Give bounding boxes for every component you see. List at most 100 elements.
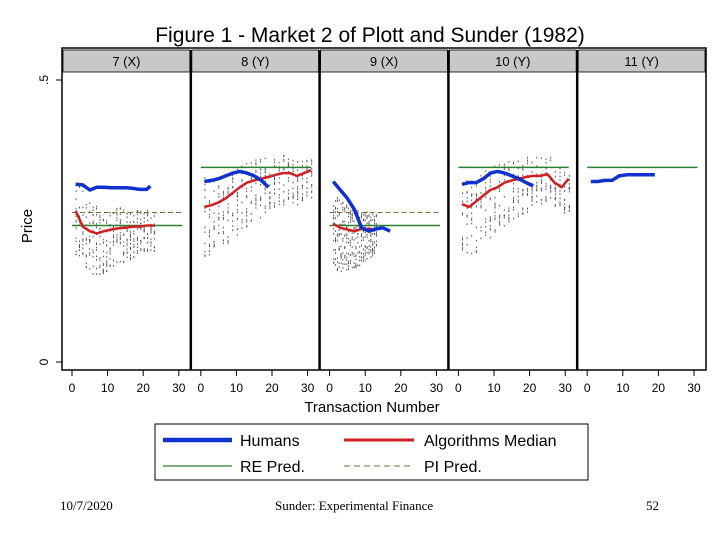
transaction-dot [147, 233, 149, 235]
transaction-dot [143, 227, 145, 229]
transaction-dot [130, 242, 131, 245]
transaction-dot [366, 217, 368, 220]
transaction-dot [89, 239, 91, 242]
transaction-dot [241, 221, 243, 224]
transaction-dot [106, 270, 108, 272]
transaction-dot [513, 208, 514, 211]
transaction-dot [292, 196, 294, 199]
transaction-dot [133, 238, 135, 240]
transaction-dot [232, 214, 234, 217]
transaction-dot [222, 242, 224, 244]
transaction-dot [517, 199, 519, 202]
transaction-dot [113, 235, 114, 237]
transaction-dot [346, 252, 348, 255]
transaction-dot [150, 241, 152, 243]
transaction-dot [311, 159, 313, 161]
transaction-dot [287, 158, 289, 161]
chart-title: Figure 1 - Market 2 of Plott and Sunder … [155, 24, 585, 47]
transaction-dot [264, 169, 266, 171]
transaction-dot [260, 196, 262, 199]
transaction-dot [344, 263, 346, 266]
transaction-dot [143, 230, 145, 233]
transaction-dot [274, 161, 275, 164]
transaction-dot [96, 255, 97, 258]
transaction-dot [333, 205, 335, 207]
transaction-dot [153, 232, 155, 234]
transaction-dot [489, 220, 491, 222]
transaction-dot [527, 159, 528, 162]
transaction-dot [306, 181, 308, 184]
transaction-dot [227, 211, 229, 214]
transaction-dot [204, 207, 206, 209]
transaction-dot [136, 250, 138, 252]
transaction-dot [364, 246, 366, 248]
transaction-dot [123, 241, 125, 243]
x-tick-label: 0 [455, 381, 462, 395]
transaction-dot [564, 174, 566, 177]
transaction-dot [130, 238, 131, 241]
transaction-dot [213, 228, 215, 231]
transaction-dot [102, 268, 104, 271]
transaction-dot [264, 188, 266, 191]
transaction-dot [306, 177, 308, 180]
transaction-dot [75, 237, 77, 239]
transaction-dot [513, 190, 514, 193]
transaction-dot [123, 234, 125, 236]
transaction-dot [287, 189, 289, 192]
transaction-dot [349, 218, 351, 221]
transaction-dot [143, 221, 145, 223]
transaction-dot [355, 247, 357, 250]
transaction-dot [462, 242, 463, 245]
transaction-dot [150, 231, 152, 233]
transaction-dot [466, 243, 468, 246]
legend-box [154, 423, 589, 481]
transaction-dot [531, 198, 533, 200]
transaction-dot [255, 194, 257, 196]
transaction-dot [480, 192, 482, 194]
transaction-dot [96, 213, 97, 216]
transaction-dot [287, 198, 289, 200]
transaction-dot [336, 207, 338, 210]
transaction-dot [494, 203, 496, 206]
transaction-dot [351, 215, 353, 217]
transaction-dot [372, 248, 374, 250]
transaction-dot [292, 187, 294, 190]
transaction-dot [133, 256, 135, 258]
transaction-dot [75, 250, 77, 253]
transaction-dot [102, 264, 104, 266]
transaction-dot [375, 215, 377, 218]
transaction-dot [522, 168, 524, 170]
transaction-dot [218, 217, 220, 219]
transaction-dot [306, 160, 308, 162]
transaction-dot [136, 213, 138, 216]
transaction-dot [527, 190, 528, 192]
transaction-dot [218, 185, 220, 187]
transaction-dot [113, 236, 114, 239]
humans-line [331, 180, 391, 233]
transaction-dot [462, 244, 463, 246]
transaction-dot [278, 188, 280, 191]
transaction-dot [283, 184, 285, 186]
transaction-dot [236, 196, 238, 198]
transaction-dot [351, 238, 353, 240]
transaction-dot [213, 190, 215, 192]
transaction-dot [136, 246, 138, 249]
transaction-dot [283, 160, 285, 162]
transaction-dot [222, 239, 224, 242]
transaction-dot [213, 243, 215, 246]
transaction-dot [494, 211, 496, 214]
transaction-dot [527, 194, 528, 196]
transaction-dot [362, 239, 364, 241]
transaction-dot [517, 160, 519, 163]
transaction-dot [485, 181, 487, 184]
transaction-dot [517, 174, 519, 177]
transaction-dot [517, 215, 519, 218]
transaction-dot [85, 262, 87, 264]
transaction-dot [362, 253, 364, 255]
transaction-dot [333, 258, 335, 260]
transaction-dot [85, 255, 87, 258]
transaction-dot [250, 177, 252, 179]
transaction-dot [375, 244, 377, 247]
transaction-dot [82, 214, 84, 216]
transaction-dot [564, 203, 566, 206]
